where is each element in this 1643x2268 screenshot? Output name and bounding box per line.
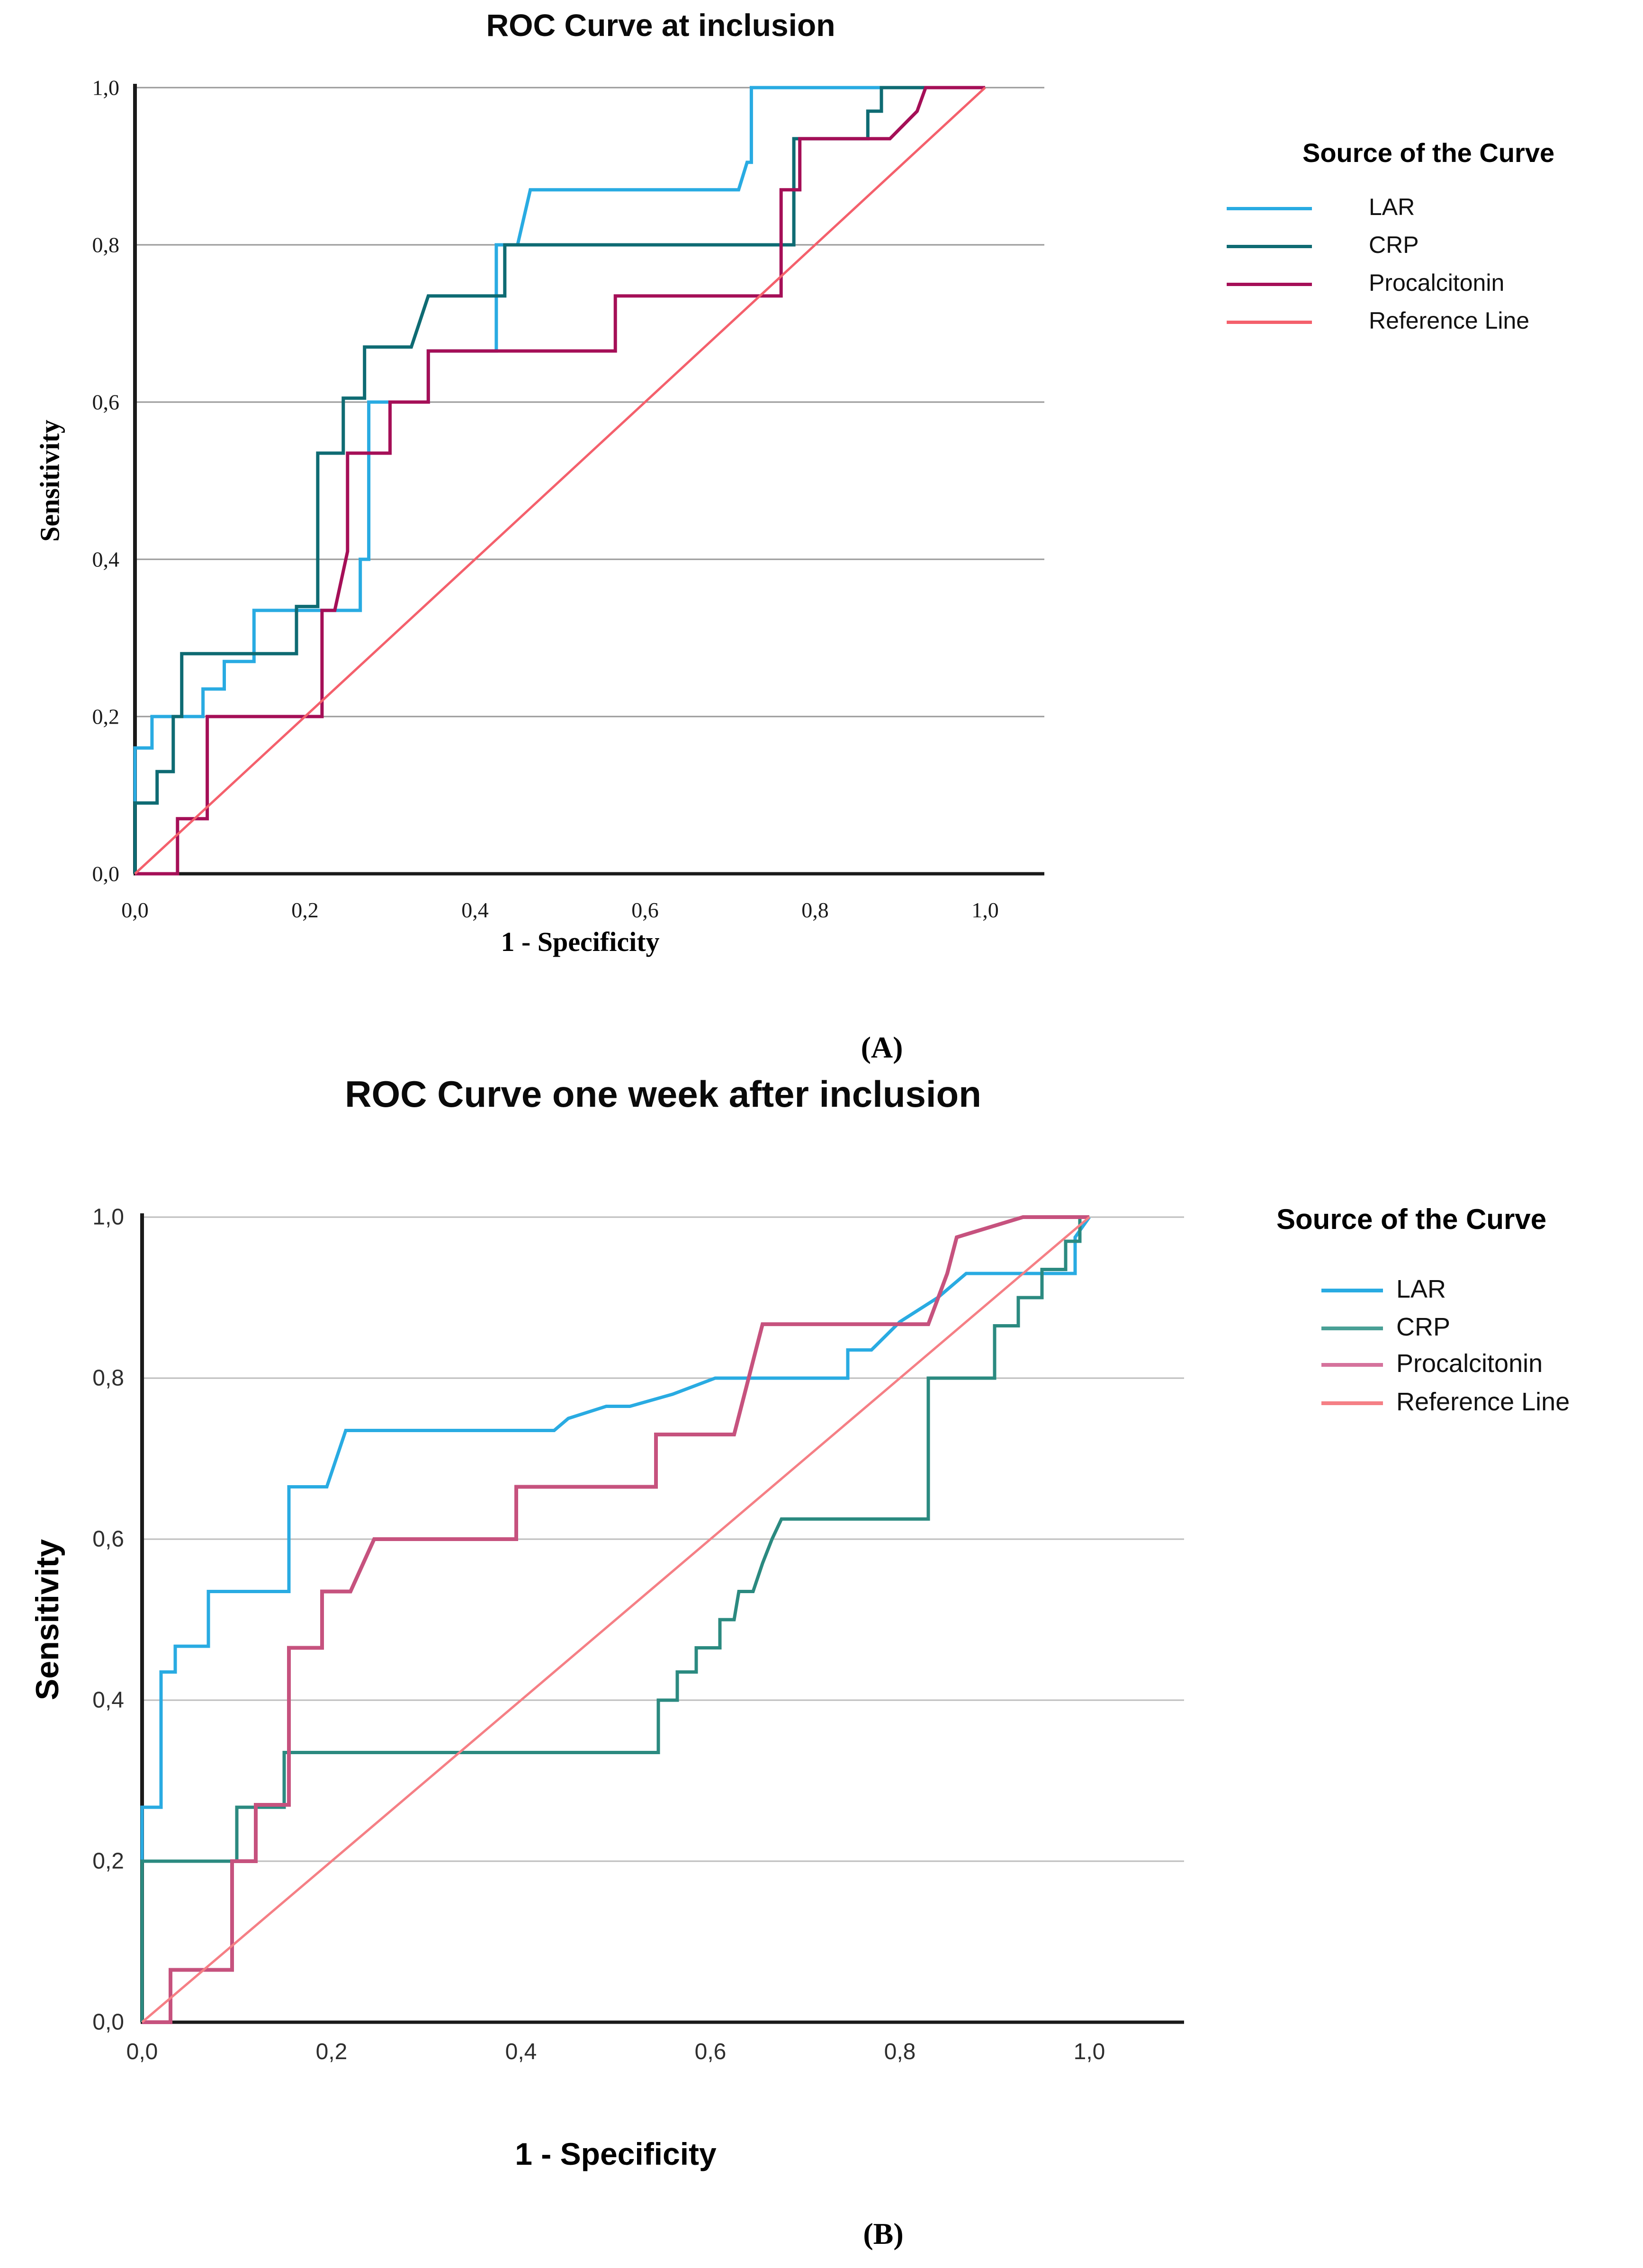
y-tick-0,8: 0,8 xyxy=(92,233,120,257)
chart-b-legend-title: Source of the Curve xyxy=(1276,1203,1547,1235)
y-tick-0,6: 0,6 xyxy=(92,390,120,414)
x-tick-0,4: 0,4 xyxy=(461,898,489,922)
x-tick-0,2: 0,2 xyxy=(315,2039,348,2064)
legend-swatch-lar-b xyxy=(1321,1289,1383,1292)
y-tick-0,4: 0,4 xyxy=(92,1687,124,1713)
chart-b-x-axis-label: 1 - Specificity xyxy=(515,2136,717,2171)
legend-swatch-procalcitonin-a xyxy=(1227,282,1312,286)
chart-a-legend-title: Source of the Curve xyxy=(1302,138,1555,168)
panel-label-a: (A) xyxy=(861,1031,903,1064)
y-tick-0,8: 0,8 xyxy=(92,1365,124,1391)
y-tick-0,0: 0,0 xyxy=(92,2009,124,2035)
y-tick-0,6: 0,6 xyxy=(92,1526,124,1552)
legend-swatch-reference-line-b xyxy=(1321,1401,1383,1405)
x-tick-0,0: 0,0 xyxy=(121,898,149,922)
legend-swatch-reference-line-a xyxy=(1227,320,1312,324)
legend-swatch-crp-b xyxy=(1321,1327,1383,1330)
legend-label-lar-b: LAR xyxy=(1396,1274,1446,1303)
x-tick-0,8: 0,8 xyxy=(884,2039,916,2064)
roc-curve-lar-b xyxy=(140,1216,1091,2022)
y-tick-1,0: 1,0 xyxy=(92,1204,124,1230)
x-tick-0,2: 0,2 xyxy=(291,898,319,922)
chart-b-y-axis-label: Sensitivity xyxy=(29,1539,65,1701)
chart-b-title: ROC Curve one week after inclusion xyxy=(345,1073,981,1115)
legend-label-crp-a: CRP xyxy=(1369,232,1419,259)
legend-label-crp-b: CRP xyxy=(1396,1312,1451,1341)
x-tick-0,8: 0,8 xyxy=(801,898,829,922)
roc-curve-procalcitonin-a xyxy=(135,86,985,876)
legend-label-reference-line-b: Reference Line xyxy=(1396,1387,1570,1416)
y-tick-0,4: 0,4 xyxy=(92,547,120,572)
legend-label-reference-line-a: Reference Line xyxy=(1369,307,1530,334)
roc-curve-reference-line-a xyxy=(134,87,986,875)
legend-swatch-lar-a xyxy=(1227,206,1312,210)
legend-label-procalcitonin-b: Procalcitonin xyxy=(1396,1349,1543,1378)
x-tick-0,6: 0,6 xyxy=(694,2039,727,2064)
chart-a-x-axis-label: 1 - Specificity xyxy=(501,926,660,957)
panel-label-b: (B) xyxy=(863,2217,904,2250)
y-tick-0,2: 0,2 xyxy=(92,704,120,729)
legend-swatch-crp-a xyxy=(1227,244,1312,248)
x-tick-0,0: 0,0 xyxy=(126,2039,158,2064)
x-tick-1,0: 1,0 xyxy=(971,898,999,922)
x-tick-1,0: 1,0 xyxy=(1073,2039,1105,2064)
y-tick-0,0: 0,0 xyxy=(92,861,120,886)
legend-swatch-procalcitonin-b xyxy=(1321,1363,1383,1367)
roc-curve-procalcitonin-b xyxy=(142,1215,1089,2024)
y-tick-1,0: 1,0 xyxy=(92,75,120,100)
roc-curve-lar-a xyxy=(133,86,985,874)
y-tick-0,2: 0,2 xyxy=(92,1848,124,1874)
roc-curve-crp-b xyxy=(140,1215,1089,2022)
legend-label-lar-a: LAR xyxy=(1369,194,1415,221)
legend-label-procalcitonin-a: Procalcitonin xyxy=(1369,269,1505,296)
x-tick-0,4: 0,4 xyxy=(505,2039,537,2064)
roc-curve-reference-line-b xyxy=(141,1216,1090,2023)
chart-a-plot xyxy=(133,84,1044,876)
chart-a-title: ROC Curve at inclusion xyxy=(486,8,835,43)
x-tick-0,6: 0,6 xyxy=(631,898,659,922)
